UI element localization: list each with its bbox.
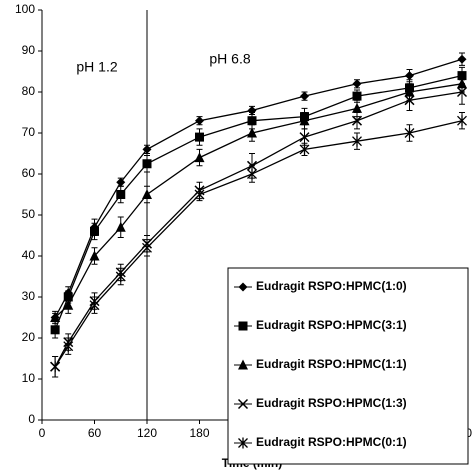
legend-label: Eudragit RSPO:HPMC(1:3)	[256, 396, 407, 410]
marker	[194, 189, 205, 200]
y-tick-label: 20	[22, 330, 36, 344]
annotation: pH 1.2	[76, 59, 117, 75]
marker	[116, 177, 126, 187]
y-tick-label: 80	[22, 84, 36, 98]
legend-label: Eudragit RSPO:HPMC(0:1)	[256, 435, 407, 449]
marker	[299, 132, 310, 143]
y-tick-label: 60	[22, 166, 36, 180]
marker	[352, 79, 362, 89]
y-tick-label: 90	[22, 43, 36, 57]
y-tick-label: 10	[22, 371, 36, 385]
marker	[115, 221, 126, 232]
y-tick-label: 40	[22, 248, 36, 262]
marker	[50, 325, 60, 335]
marker	[50, 312, 61, 322]
y-tick-label: 30	[22, 289, 36, 303]
marker	[116, 190, 126, 199]
y-tick-label: 100	[15, 2, 35, 16]
marker	[247, 116, 257, 126]
marker	[456, 86, 468, 98]
marker	[238, 359, 248, 370]
marker	[195, 116, 204, 126]
annotation: pH 6.8	[209, 51, 250, 67]
x-tick-label: 180	[189, 426, 209, 440]
marker	[299, 143, 310, 155]
legend-label: Eudragit RSPO:HPMC(3:1)	[256, 318, 407, 332]
marker	[238, 282, 248, 292]
marker	[238, 321, 248, 331]
marker	[238, 437, 248, 449]
marker	[457, 115, 467, 127]
legend-label: Eudragit RSPO:HPMC(1:0)	[256, 279, 407, 293]
marker	[457, 54, 467, 64]
legend: Eudragit RSPO:HPMC(1:0) Eudragit RSPO:HPM…	[227, 267, 469, 465]
marker	[50, 361, 61, 373]
marker	[63, 299, 74, 310]
marker	[352, 102, 362, 113]
y-tick-label: 50	[22, 207, 36, 221]
x-tick-label: 0	[39, 426, 46, 440]
marker	[405, 71, 414, 81]
x-tick-label: 60	[88, 426, 102, 440]
marker	[299, 115, 310, 126]
y-tick-label: 0	[28, 412, 35, 426]
marker	[63, 340, 74, 352]
marker	[404, 95, 415, 106]
legend-label: Eudragit RSPO:HPMC(1:1)	[256, 357, 407, 371]
y-tick-label: 70	[22, 125, 36, 139]
marker	[142, 159, 152, 169]
marker	[352, 135, 362, 147]
legend-box	[227, 267, 469, 465]
marker	[89, 299, 100, 311]
marker	[247, 168, 257, 180]
x-tick-label: 120	[137, 426, 157, 440]
marker	[90, 226, 99, 236]
marker	[247, 127, 257, 138]
marker	[352, 91, 362, 101]
marker	[142, 189, 152, 199]
marker	[194, 152, 205, 163]
marker	[115, 271, 126, 282]
marker	[351, 115, 363, 126]
marker	[237, 398, 249, 410]
marker	[404, 127, 415, 139]
marker	[195, 132, 204, 142]
marker	[300, 91, 309, 101]
marker	[142, 242, 152, 254]
marker	[89, 250, 100, 261]
marker	[142, 144, 152, 154]
